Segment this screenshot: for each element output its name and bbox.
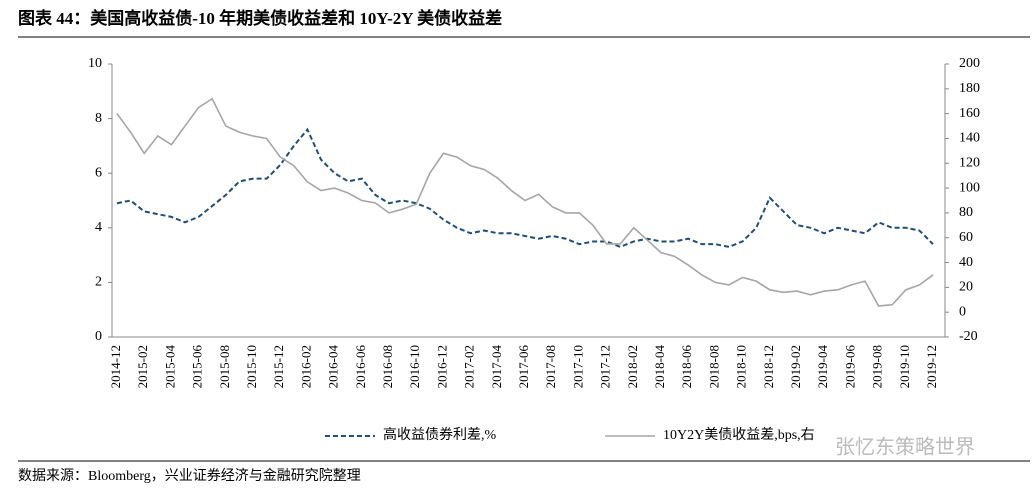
y2-tick-label: 80 <box>959 205 973 220</box>
x-tick-label: 2019-12 <box>924 345 939 388</box>
x-tick-label: 2018-12 <box>761 345 776 388</box>
y-tick-label: 8 <box>95 111 102 126</box>
y2-tick-label: 160 <box>959 106 980 121</box>
watermark: 张忆东策略世界 <box>835 435 975 459</box>
y2-tick-label: 100 <box>959 180 980 195</box>
x-tick-label: 2019-06 <box>842 345 857 389</box>
x-tick-label: 2019-04 <box>815 345 830 389</box>
x-tick-label: 2015-02 <box>135 345 150 388</box>
x-tick-label: 2018-10 <box>734 345 749 388</box>
y-tick-label: 2 <box>95 275 102 290</box>
y2-tick-label: 140 <box>959 131 980 146</box>
y2-tick-label: 60 <box>959 230 973 245</box>
x-tick-label: 2015-06 <box>190 345 205 389</box>
x-tick-label: 2017-06 <box>516 345 531 389</box>
x-tick-label: 2016-10 <box>407 345 422 388</box>
source: 数据来源：Bloomberg，兴业证券经济与金融研究院整理 <box>18 468 361 484</box>
x-tick-label: 2016-08 <box>380 345 395 388</box>
x-tick-label: 2015-04 <box>162 345 177 389</box>
x-tick-label: 2019-08 <box>870 345 885 388</box>
x-tick-label: 2018-02 <box>625 345 640 388</box>
y2-tick-label: 120 <box>959 155 980 170</box>
x-tick-label: 2016-12 <box>434 345 449 388</box>
x-tick-label: 2017-02 <box>462 345 477 388</box>
series-line <box>116 97 934 307</box>
legend-label: 高收益债券利差,% <box>383 426 496 443</box>
y-tick-label: 10 <box>88 56 102 71</box>
x-tick-label: 2014-12 <box>108 345 123 388</box>
y-tick-label: 6 <box>95 165 102 180</box>
x-tick-label: 2018-08 <box>706 345 721 388</box>
x-tick-label: 2015-12 <box>271 345 286 388</box>
x-tick-label: 2017-08 <box>543 345 558 388</box>
y-tick-label: 0 <box>95 329 102 344</box>
x-tick-label: 2018-06 <box>679 345 694 389</box>
x-tick-label: 2016-06 <box>353 345 368 389</box>
legend-label: 10Y2Y美债收益差,bps,右 <box>663 427 815 443</box>
x-tick-label: 2017-04 <box>489 345 504 389</box>
x-tick-label: 2016-02 <box>298 345 313 388</box>
x-tick-label: 2016-04 <box>326 345 341 389</box>
x-tick-label: 2019-10 <box>897 345 912 388</box>
x-tick-label: 2017-10 <box>570 345 585 388</box>
x-tick-label: 2015-08 <box>217 345 232 388</box>
y2-tick-label: 180 <box>959 81 980 96</box>
x-tick-label: 2015-10 <box>244 345 259 388</box>
y2-tick-label: 20 <box>959 280 973 295</box>
series-line <box>116 127 934 248</box>
y2-tick-label: 200 <box>959 56 980 71</box>
y2-tick-label: -20 <box>959 329 978 344</box>
x-tick-label: 2019-02 <box>788 345 803 388</box>
x-tick-label: 2018-04 <box>652 345 667 389</box>
chart-title: 图表 44：美国高收益债-10 年期美债收益差和 10Y-2Y 美债收益差 <box>18 8 502 28</box>
x-tick-label: 2017-12 <box>598 345 613 388</box>
y2-tick-label: 40 <box>959 255 973 270</box>
y2-tick-label: 0 <box>959 304 966 319</box>
y-tick-label: 4 <box>95 220 102 235</box>
